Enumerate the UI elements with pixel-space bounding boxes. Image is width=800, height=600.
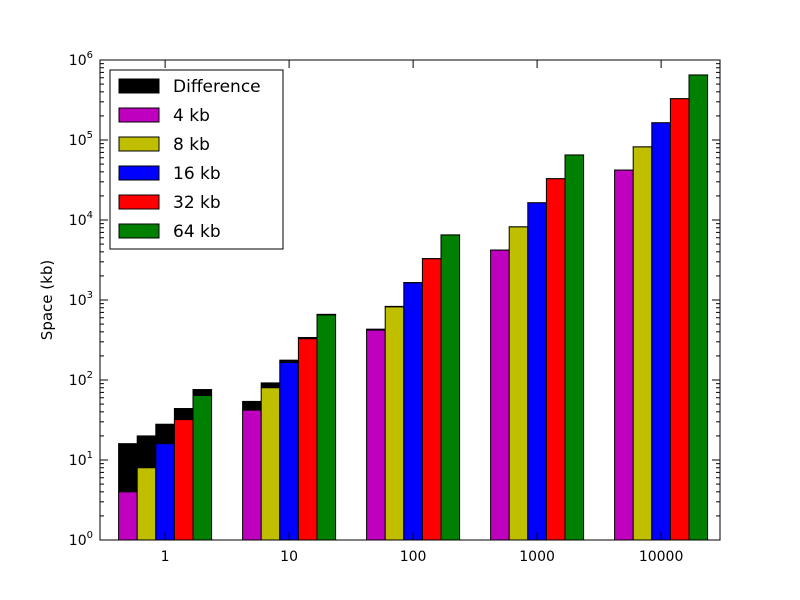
bar-64-kb bbox=[564, 154, 585, 541]
legend-label: Difference bbox=[173, 77, 261, 97]
bar-64-kb bbox=[192, 395, 213, 541]
legend-box bbox=[109, 69, 284, 250]
legend-label: 16 kb bbox=[173, 164, 221, 184]
legend-label: 32 kb bbox=[173, 193, 221, 213]
bar-4-kb bbox=[614, 169, 634, 541]
bar-32-kb bbox=[545, 178, 566, 541]
bar-4-kb bbox=[490, 249, 510, 541]
legend-swatch bbox=[118, 107, 160, 123]
bar-32-kb bbox=[297, 338, 318, 541]
bar-32-kb bbox=[669, 98, 690, 541]
bar-8-kb bbox=[508, 226, 529, 541]
legend-label: 8 kb bbox=[173, 135, 210, 155]
bar-8-kb bbox=[384, 306, 405, 541]
x-tick-label: 10 bbox=[280, 549, 298, 565]
bar-4-kb bbox=[118, 491, 138, 541]
x-tick-label: 1 bbox=[161, 549, 170, 565]
bar-16-kb bbox=[527, 202, 547, 541]
legend-swatch bbox=[118, 194, 160, 210]
legend-label: 4 kb bbox=[173, 106, 210, 126]
bar-16-kb bbox=[279, 362, 299, 541]
legend-swatch bbox=[118, 223, 160, 239]
bar-4-kb bbox=[242, 409, 262, 541]
bar-32-kb bbox=[173, 419, 194, 541]
x-tick-label: 1000 bbox=[519, 549, 555, 565]
bar-32-kb bbox=[421, 258, 442, 541]
bar-64-kb bbox=[316, 314, 337, 541]
x-tick-label: 100 bbox=[400, 549, 427, 565]
legend: Difference 4 kb 8 kb 16 kb 32 kb 64 kb bbox=[109, 69, 284, 250]
bar-difference bbox=[192, 389, 213, 397]
bar-difference bbox=[260, 382, 281, 389]
bar-difference bbox=[155, 423, 175, 445]
bar-64-kb bbox=[688, 74, 709, 541]
x-axis: 1 10 100 1000 10000 bbox=[161, 60, 684, 565]
y-axis-label: Space (kb) bbox=[38, 260, 56, 340]
legend-swatch bbox=[118, 136, 160, 152]
bar-8-kb bbox=[136, 467, 157, 541]
bar-16-kb bbox=[403, 282, 423, 541]
bars-layer bbox=[118, 74, 709, 541]
legend-swatch bbox=[118, 165, 160, 181]
bar-8-kb bbox=[632, 146, 653, 541]
bar-difference bbox=[242, 400, 262, 411]
x-tick-label: 10000 bbox=[639, 549, 684, 565]
legend-label: 64 kb bbox=[173, 222, 221, 242]
bar-difference bbox=[118, 443, 138, 493]
bar-16-kb bbox=[651, 122, 671, 541]
legend-swatch bbox=[118, 78, 160, 94]
bar-difference bbox=[136, 435, 157, 469]
bar-difference bbox=[173, 408, 194, 421]
bar-8-kb bbox=[260, 387, 281, 541]
bar-64-kb bbox=[440, 234, 461, 541]
bar-16-kb bbox=[155, 443, 175, 541]
bar-4-kb bbox=[366, 329, 386, 541]
